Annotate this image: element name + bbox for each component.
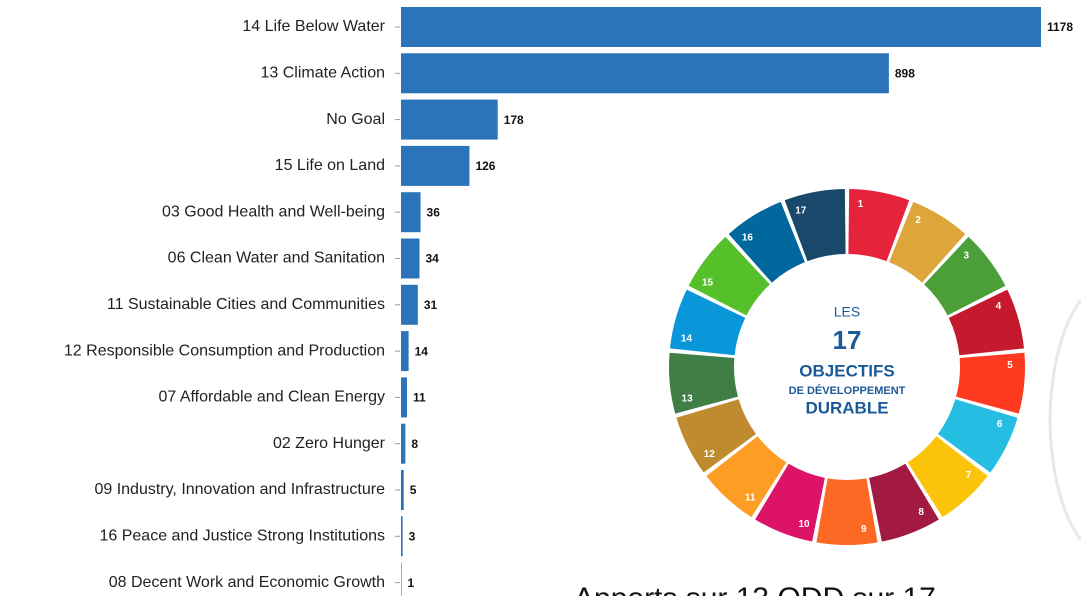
value-label: 1 [408, 576, 415, 590]
caption: Apports sur 13 ODD sur 17 [574, 582, 936, 596]
y-tick-label: 15 Life on Land [275, 157, 385, 174]
bar [401, 7, 1041, 47]
sdg-segment [869, 463, 939, 542]
sdg-segment [889, 201, 966, 283]
sdg-segment [669, 352, 738, 414]
sdg-number: 6 [997, 419, 1003, 430]
sdg-number: 16 [742, 233, 754, 244]
bar [401, 238, 420, 279]
sdg-number: 5 [1007, 360, 1013, 371]
sdg-segment [924, 236, 1006, 316]
y-tick-label: 06 Clean Water and Sanitation [168, 250, 385, 267]
sdg-segment [948, 289, 1025, 356]
sdg-number: 13 [682, 393, 694, 404]
bar [401, 284, 418, 325]
sdg-segment [816, 478, 878, 545]
sdg-segment [956, 352, 1025, 414]
sdg-number: 17 [795, 205, 807, 216]
sdg-segment [706, 436, 787, 518]
sdg-number: 10 [798, 519, 810, 530]
y-tick-label: No Goal [326, 111, 385, 128]
y-tick-label: 03 Good Health and Well-being [162, 203, 385, 220]
value-label: 1178 [1047, 20, 1073, 34]
wheel-title: DURABLE [805, 398, 888, 417]
y-tick-label: 16 Peace and Justice Strong Institutions [99, 528, 385, 545]
value-label: 31 [424, 298, 438, 312]
sdg-number: 7 [966, 470, 972, 481]
sdg-segment [848, 189, 910, 262]
value-label: 5 [410, 483, 417, 497]
y-tick-label: 11 Sustainable Cities and Communities [107, 296, 385, 313]
sdg-number: 4 [996, 301, 1002, 312]
bar [401, 192, 421, 233]
value-label: 14 [415, 344, 429, 358]
wheel-title: 17 [833, 325, 862, 355]
value-label: 126 [475, 159, 495, 173]
sdg-segment [907, 436, 988, 518]
sdg-number: 9 [861, 524, 867, 535]
y-tick-label: 07 Affordable and Clean Energy [158, 389, 385, 406]
wheel-title: DE DÉVELOPPEMENT [789, 384, 906, 397]
value-label: 11 [413, 391, 426, 405]
bar [401, 377, 407, 418]
wheel-title: OBJECTIFS [799, 361, 894, 380]
value-label: 3 [409, 529, 416, 543]
sdg-number: 2 [915, 215, 921, 226]
sdg-number: 11 [745, 493, 756, 504]
y-tick-label: 14 Life Below Water [242, 18, 385, 35]
bar [401, 145, 470, 186]
bar [401, 99, 498, 140]
sdg-segment [728, 201, 805, 283]
decoration-arc [1048, 299, 1081, 541]
value-label: 34 [425, 252, 439, 266]
sdg-number: 12 [704, 449, 716, 460]
sdg-segment [669, 289, 746, 356]
y-tick-label: 02 Zero Hunger [273, 435, 386, 452]
bar [401, 423, 406, 464]
sdg-segment [938, 399, 1018, 473]
value-label: 178 [504, 113, 524, 127]
value-label: 36 [427, 205, 441, 219]
sdg-segment [676, 399, 756, 473]
sdg-segment [688, 236, 770, 316]
wheel-title: LES [834, 304, 860, 320]
bar [401, 331, 409, 372]
sdg-number: 15 [702, 277, 714, 288]
sdg-segment [755, 463, 825, 542]
y-tick-label: 09 Industry, Innovation and Infrastructu… [94, 481, 385, 498]
bar [401, 562, 402, 596]
sdg-number: 3 [964, 251, 970, 262]
bar [401, 53, 889, 94]
y-tick-label: 13 Climate Action [260, 65, 385, 82]
y-tick-label: 08 Decent Work and Economic Growth [109, 574, 385, 591]
value-label: 898 [895, 66, 915, 80]
sdg-number: 1 [858, 199, 864, 210]
sdg-wheel: 1234567891011121314151617LES17OBJECTIFSD… [669, 189, 1025, 545]
bar [401, 516, 403, 557]
bar [401, 470, 404, 510]
y-tick-label: 12 Responsible Consumption and Productio… [64, 342, 385, 359]
sdg-segment [784, 189, 846, 262]
sdg-number: 8 [918, 507, 924, 518]
value-label: 8 [411, 437, 418, 451]
sdg-number: 14 [681, 333, 693, 344]
